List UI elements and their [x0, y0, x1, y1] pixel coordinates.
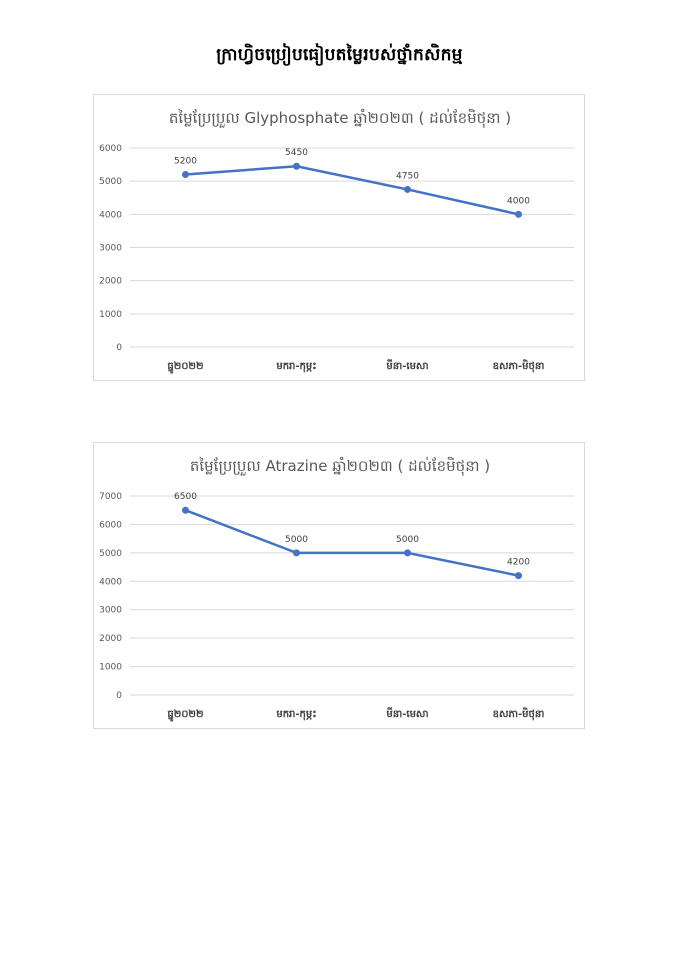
atrazine-data-label: 4200 [507, 558, 530, 568]
atrazine-data-point [515, 572, 522, 580]
glyphosphate-data-label: 5450 [285, 148, 308, 158]
page-title: ក្រាហ្វិចប្រៀបធៀបតម្លៃរបស់ថ្នាំកសិកម្ម [216, 45, 463, 65]
glyphosphate-chart-svg: តម្លៃប្រែប្រួល Glyphosphate ឆ្នាំ២០២៣ ( … [99, 108, 574, 374]
atrazine-y-tick-label: 7000 [99, 492, 122, 502]
glyphosphate-x-category-label: មីនា-មេសា [386, 359, 428, 372]
atrazine-data-point [182, 506, 189, 514]
glyphosphate-data-label: 4750 [396, 171, 419, 181]
atrazine-x-category-label: ធ្នូ២០២២ [167, 709, 203, 722]
atrazine-chart-svg: តម្លៃប្រែប្រួល Atrazine ឆ្នាំ២០២៣ ( ដល់ខ… [99, 456, 574, 722]
glyphosphate-x-category-label: មករា-កុម្ភះ [276, 361, 316, 373]
atrazine-data-label: 6500 [174, 492, 197, 502]
glyphosphate-y-tick-label: 4000 [99, 210, 122, 220]
glyphosphate-x-category-label: ឧសភា-មិថុនា [493, 359, 545, 373]
glyphosphate-data-label: 5200 [174, 157, 197, 167]
atrazine-data-point [404, 549, 411, 557]
atrazine-x-category-label: មីនា-មេសា [386, 707, 428, 720]
glyphosphate-data-point [515, 210, 522, 218]
glyphosphate-y-tick-label: 2000 [99, 277, 122, 287]
atrazine-x-category-label: មករា-កុម្ភះ [276, 709, 316, 721]
atrazine-y-tick-label: 2000 [99, 634, 122, 644]
glyphosphate-data-point [182, 171, 189, 179]
glyphosphate-data-label: 4000 [507, 196, 530, 206]
atrazine-price-chart: តម្លៃប្រែប្រួល Atrazine ឆ្នាំ២០២៣ ( ដល់ខ… [93, 442, 585, 729]
atrazine-y-tick-label: 5000 [99, 549, 122, 559]
atrazine-data-label: 5000 [396, 535, 419, 545]
atrazine-series-line [185, 509, 519, 577]
atrazine-data-point [293, 549, 300, 557]
atrazine-y-tick-label: 4000 [99, 577, 122, 587]
glyphosphate-y-tick-label: 5000 [99, 177, 122, 187]
glyphosphate-price-chart: តម្លៃប្រែប្រួល Glyphosphate ឆ្នាំ២០២៣ ( … [93, 94, 585, 381]
atrazine-data-label: 5000 [285, 535, 308, 545]
glyphosphate-y-tick-label: 6000 [99, 144, 122, 154]
glyphosphate-y-tick-label: 3000 [99, 244, 122, 254]
glyphosphate-data-point [404, 185, 411, 193]
glyphosphate-series-line [185, 164, 519, 216]
atrazine-y-tick-label: 0 [116, 691, 122, 701]
glyphosphate-y-tick-label: 1000 [99, 310, 122, 320]
atrazine-x-category-label: ឧសភា-មិថុនា [493, 707, 545, 721]
glyphosphate-x-category-label: ធ្នូ២០២២ [167, 361, 203, 374]
atrazine-y-tick-label: 6000 [99, 520, 122, 530]
glyphosphate-data-point [293, 162, 300, 170]
atrazine-chart-title: តម្លៃប្រែប្រួល Atrazine ឆ្នាំ២០២៣ ( ដល់ខ… [190, 456, 490, 476]
glyphosphate-y-tick-label: 0 [116, 343, 122, 353]
glyphosphate-chart-title: តម្លៃប្រែប្រួល Glyphosphate ឆ្នាំ២០២៣ ( … [169, 108, 511, 128]
atrazine-y-tick-label: 1000 [99, 663, 122, 673]
atrazine-y-tick-label: 3000 [99, 606, 122, 616]
